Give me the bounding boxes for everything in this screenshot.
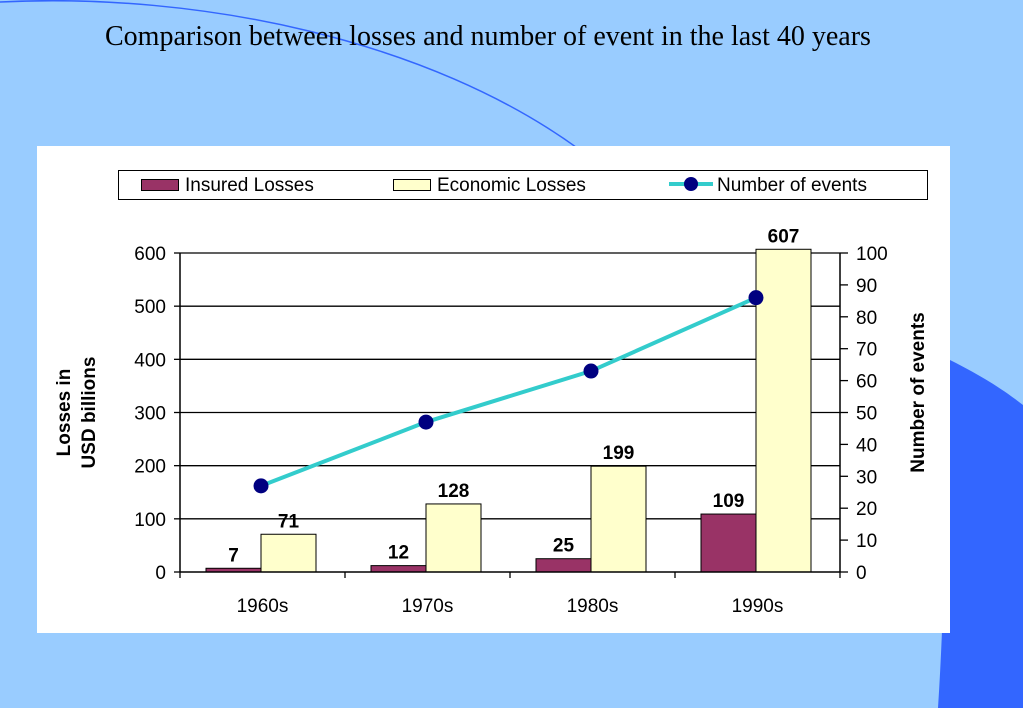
bar-insured <box>535 558 592 573</box>
data-label-economic: 71 <box>278 511 300 532</box>
y-tick-label: 100 <box>134 510 166 531</box>
y2-tick-label: 30 <box>856 467 877 488</box>
bar-insured <box>370 565 427 573</box>
events-line <box>260 295 757 488</box>
events-marker <box>748 290 764 306</box>
data-label-insured: 25 <box>553 536 575 557</box>
legend-marker-events <box>684 177 698 191</box>
bar-economic <box>755 248 812 573</box>
y2-tick-label: 90 <box>856 276 877 297</box>
y-tick-label: 600 <box>134 244 166 265</box>
data-label-economic: 128 <box>438 481 470 502</box>
events-marker <box>418 414 434 430</box>
data-label-insured: 7 <box>228 545 239 566</box>
y-tick-label: 300 <box>134 404 166 425</box>
decorative-curve <box>0 0 581 151</box>
combo-chart: 7 71 1960s 12 128 1970s 25 199 1980s 109 607 1990s 0… <box>54 226 929 617</box>
x-tick-label: 1980s <box>567 596 619 617</box>
y-tick-label: 200 <box>134 457 166 478</box>
bar-economic <box>260 533 317 573</box>
decorative-corner-shape <box>938 360 1023 708</box>
y-tick-label: 500 <box>134 297 166 318</box>
y2-tick-label: 0 <box>856 563 867 584</box>
y2-tick-label: 70 <box>856 340 877 361</box>
legend-swatch-economic <box>393 179 431 191</box>
data-label-economic: 607 <box>768 226 800 247</box>
x-tick-label: 1990s <box>732 596 784 617</box>
data-label-insured: 109 <box>713 491 745 512</box>
data-label-insured: 12 <box>388 543 409 564</box>
y2-tick-label: 20 <box>856 499 877 520</box>
y-tick-label: 0 <box>155 563 166 584</box>
y2-tick-label: 60 <box>856 372 877 393</box>
slide-title: Comparison between losses and number of … <box>105 21 871 52</box>
bar-insured <box>700 513 757 573</box>
legend-swatch-insured <box>141 179 179 191</box>
y-tick-label: 400 <box>134 350 166 371</box>
legend-label-events: Number of events <box>717 175 867 196</box>
y2-tick-label: 40 <box>856 435 877 456</box>
legend-label-economic: Economic Losses <box>437 175 586 196</box>
events-marker <box>253 478 269 494</box>
bar-economic <box>590 465 647 573</box>
chart-legend: Insured Losses Economic Losses Number of… <box>118 170 928 200</box>
y2-tick-label: 50 <box>856 404 877 425</box>
data-label-economic: 199 <box>603 443 635 464</box>
y2-tick-label: 100 <box>856 244 888 265</box>
legend-label-insured: Insured Losses <box>185 175 314 196</box>
x-tick-label: 1960s <box>237 596 289 617</box>
chart-panel: 7 71 1960s 12 128 1970s 25 199 1980s 109 607 1990s 0… <box>37 146 950 633</box>
y2-tick-label: 10 <box>856 531 877 552</box>
bar-economic <box>425 503 482 573</box>
y-axis-label-line-1: Losses in <box>54 369 75 457</box>
y2-tick-label: 80 <box>856 308 877 329</box>
events-marker <box>583 363 599 379</box>
y2-axis-label: Number of events <box>908 312 929 472</box>
y-axis-label-line-2: USD billions <box>79 357 100 469</box>
x-tick-label: 1970s <box>402 596 454 617</box>
